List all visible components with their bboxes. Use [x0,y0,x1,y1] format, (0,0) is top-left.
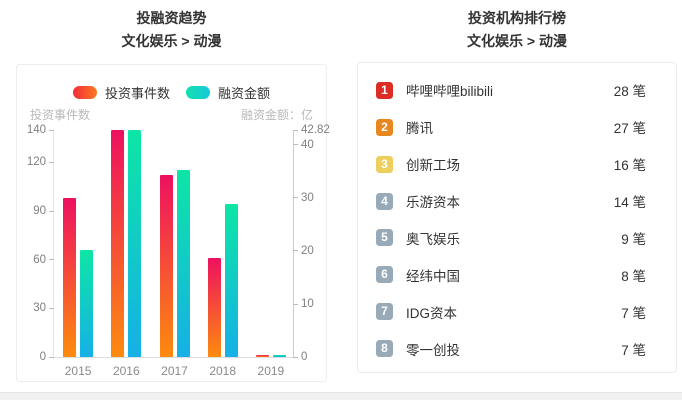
left-axis-tick-90: 90 [33,205,46,218]
legend-swatch-teal [186,86,210,99]
bar-investment-events-2019[interactable] [255,355,269,357]
deal-count: 28 笔 [613,84,646,100]
next-section-edge [0,392,682,400]
ranking-breadcrumb: 文化娱乐 > 动漫 [467,33,567,49]
x-axis-label-2015: 2015 [64,364,92,378]
plot-area: 2015 2016 2017 2018 2019 0 30 60 90 120 140 0 10 20 30… [27,124,330,378]
right-axis-tick-mark [293,197,298,199]
investor-name: 哔哩哔哩bilibili [406,84,494,100]
legend-label-financing-amount: 融资金额 [218,86,271,101]
left-axis-tick-mark [49,259,54,261]
investment-trend-chart-card: 投资事件数 融资金额 投资事件数 融资金额：亿 2015 2016 2017 2018… [16,64,330,382]
rank-badge: 5 [376,229,393,247]
right-axis-tick-20: 20 [301,244,314,257]
chart-title: 投融资趋势 [136,10,207,26]
ranking-title: 投资机构排行榜 [468,10,566,26]
investor-name: 乐游资本 [406,195,460,211]
deal-count: 27 笔 [613,121,646,137]
bar-investment-events-2017[interactable] [159,175,173,357]
left-axis-name: 投资事件数 [30,108,91,122]
left-axis-tick-0: 0 [39,351,46,363]
ranking-row-7[interactable]: 7 IDG资本 7 笔 [358,293,676,330]
legend-item-investment-events[interactable]: 投资事件数 [72,83,170,102]
rank-badge: 3 [376,155,393,173]
bar-financing-amount-2019[interactable] [272,354,286,357]
ranking-row-5[interactable]: 5 奥飞娱乐 9 笔 [358,220,676,257]
investor-name: 零一创投 [406,342,460,358]
right-axis-tick-mark [293,303,298,305]
chart-panel-header: 投融资趋势 文化娱乐 > 动漫 [16,8,327,52]
x-axis-label-2016: 2016 [112,364,140,378]
bar-financing-amount-2016[interactable] [128,130,142,357]
bar-financing-amount-2018[interactable] [224,203,238,357]
left-axis-tick-mark [49,210,54,212]
investor-name: 腾讯 [406,121,433,137]
investor-ranking-card: 1 哔哩哔哩bilibili 28 笔 2 腾讯 27 笔 3 创新工场 16 笔 4 乐游资本 14… [357,62,677,373]
bar-investment-events-2018[interactable] [207,258,221,357]
legend-label-investment-events: 投资事件数 [104,86,170,101]
rank-badge: 2 [376,118,393,136]
legend-swatch-red [72,86,97,99]
left-axis-tick-30: 30 [33,302,46,315]
ranking-row-3[interactable]: 3 创新工场 16 笔 [358,146,676,183]
ranking-row-8[interactable]: 8 零一创投 7 笔 [358,330,676,367]
left-axis-tick-120: 120 [26,156,46,169]
x-axis-label-2017: 2017 [161,364,188,378]
ranking-list: 1 哔哩哔哩bilibili 28 笔 2 腾讯 27 笔 3 创新工场 16 笔 4 乐游资本 14… [358,63,676,372]
bar-financing-amount-2015[interactable] [80,249,94,357]
right-axis-tick-42.82: 42.82 [301,124,330,136]
ranking-panel-header: 投资机构排行榜 文化娱乐 > 动漫 [357,8,677,52]
rank-badge: 7 [376,303,393,321]
rank-badge: 8 [376,340,393,358]
left-axis-tick-mark [49,161,54,163]
investor-name: 奥飞娱乐 [406,231,460,247]
ranking-row-1[interactable]: 1 哔哩哔哩bilibili 28 笔 [358,72,676,109]
left-axis-tick-mark [49,356,54,358]
right-axis-tick-mark [293,129,298,131]
right-axis-tick-mark [293,144,298,146]
deal-count: 7 笔 [621,305,646,321]
x-axis-label-2019: 2019 [257,364,285,378]
deal-count: 8 笔 [621,268,646,284]
bar-investment-events-2015[interactable] [63,198,77,357]
investor-name: IDG资本 [406,305,458,321]
right-axis-tick-30: 30 [301,191,314,204]
left-axis-tick-60: 60 [33,253,46,266]
investor-name: 经纬中国 [406,268,460,284]
rank-badge: 4 [376,192,393,210]
chart-breadcrumb: 文化娱乐 > 动漫 [121,33,222,49]
deal-count: 9 笔 [621,231,646,247]
right-axis-tick-40: 40 [301,138,314,151]
deal-count: 7 笔 [621,342,646,358]
right-axis-tick-mark [293,356,298,358]
deal-count: 14 笔 [613,195,646,211]
right-axis-tick-mark [293,250,298,252]
rank-badge: 1 [376,81,393,99]
legend-item-financing-amount[interactable]: 融资金额 [186,83,270,102]
deal-count: 16 笔 [613,158,646,174]
bar-financing-amount-2017[interactable] [176,169,190,357]
left-axis-tick-mark [49,129,54,131]
investor-name: 创新工场 [406,158,460,174]
ranking-row-6[interactable]: 6 经纬中国 8 笔 [358,256,676,293]
x-axis-label-2018: 2018 [209,364,237,378]
ranking-row-4[interactable]: 4 乐游资本 14 笔 [358,183,676,220]
rank-badge: 6 [376,266,393,284]
chart-legend: 投资事件数 融资金额 [17,83,326,102]
right-axis-tick-0: 0 [301,351,308,363]
left-axis-tick-140: 140 [26,124,46,136]
bar-investment-events-2016[interactable] [111,130,125,357]
left-axis-tick-mark [49,307,54,309]
right-axis-tick-10: 10 [301,298,314,310]
right-axis-name: 融资金额：亿 [240,108,313,122]
ranking-row-2[interactable]: 2 腾讯 27 笔 [358,109,676,146]
